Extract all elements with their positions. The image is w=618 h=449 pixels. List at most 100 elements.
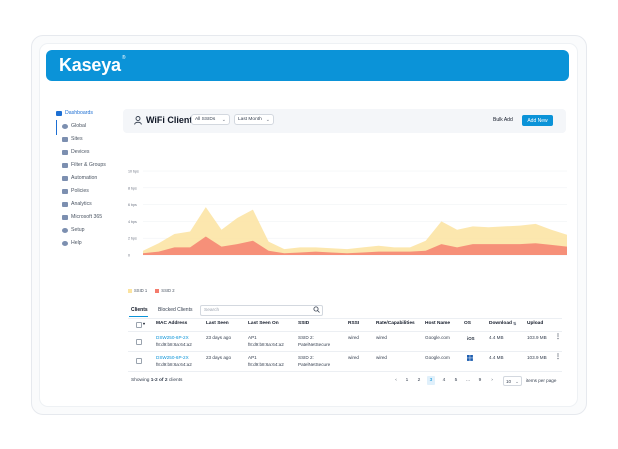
wifi-traffic-chart: 10 bps 8 bps 6 bps 4 bps 2 bps 0 — [128, 170, 567, 258]
building-icon — [62, 136, 68, 142]
mac-address-link[interactable]: DSW250-6P-2X — [156, 335, 189, 340]
y-tick-label: 4 bps — [128, 220, 137, 224]
download-value: 4.4 MB — [489, 335, 504, 340]
col-rssi[interactable]: RSSI — [348, 321, 360, 326]
col-mac-address[interactable]: MAC Address — [156, 321, 188, 326]
page-header: WiFi Clients All SSIDs ⌄ Last Month ⌄ Bulk… — [123, 109, 566, 133]
ssid-name: PatelNetSecure — [298, 362, 331, 367]
sidebar-item-devices[interactable]: Devices — [62, 147, 89, 157]
sidebar-item-microsoft-365[interactable]: Microsoft 365 — [62, 212, 102, 222]
mac-address: f8:d9:b8:6a:64:a2 — [156, 342, 192, 347]
legend-item-ssid-1[interactable]: SSID 1 — [128, 288, 147, 293]
rssi-value: wired — [348, 355, 359, 360]
prev-page-icon[interactable]: ‹ — [395, 378, 397, 383]
more-icon[interactable]: ⋮ — [555, 334, 561, 340]
page-3[interactable]: 3 — [427, 376, 435, 385]
legend-item-ssid-2[interactable]: SSID 2 — [155, 288, 175, 293]
devices-icon — [62, 149, 68, 155]
rate-value: wired — [376, 335, 387, 340]
last-seen: 23 days ago — [206, 355, 232, 360]
more-icon[interactable]: ⋮ — [555, 354, 561, 360]
page-2[interactable]: 2 — [417, 378, 421, 383]
ssid-label: SSID 2: — [298, 355, 314, 360]
sidebar-item-help[interactable]: Help — [62, 238, 82, 248]
legend-swatch — [128, 288, 132, 293]
sidebar-item-sites[interactable]: Sites — [62, 134, 83, 144]
sidebar-item-dashboards[interactable]: Dashboards — [56, 108, 93, 118]
rssi-value: wired — [348, 335, 359, 340]
col-last-seen[interactable]: Last Seen — [206, 321, 229, 326]
sidebar-item-analytics[interactable]: Analytics — [62, 199, 92, 209]
sidebar-item-filter-groups[interactable]: Filter & Groups — [62, 160, 106, 170]
sidebar-item-global[interactable]: Global — [62, 121, 86, 131]
col-upload[interactable]: Upload — [527, 321, 544, 326]
grid-icon — [56, 110, 62, 116]
policies-icon — [62, 188, 68, 194]
col-last-seen-on[interactable]: Last Seen On — [248, 321, 279, 326]
sort-icon[interactable]: ⇅ — [513, 321, 517, 326]
per-page-label: items per page — [526, 378, 557, 383]
last-seen-on-ap: AP1 — [248, 355, 257, 360]
results-summary: Showing 1-2 of 2 clients — [131, 378, 183, 383]
y-tick-label: 8 bps — [128, 186, 137, 190]
chevron-down-icon: ⌄ — [515, 379, 519, 384]
y-tick-label: 0 — [128, 254, 130, 258]
col-os[interactable]: OS — [464, 321, 471, 326]
ssid-filter-dropdown[interactable]: All SSIDs ⌄ — [191, 114, 230, 125]
brand-bar: Kaseya® — [46, 50, 569, 81]
page-5[interactable]: 5 — [454, 378, 458, 383]
host-name: Google.com — [425, 355, 450, 360]
upload-value: 103.9 MB — [527, 355, 547, 360]
period-filter-dropdown[interactable]: Last Month ⌄ — [234, 114, 274, 125]
chevron-down-icon: ⌄ — [265, 116, 270, 123]
row-divider — [128, 351, 562, 352]
tab-blocked-clients[interactable]: Blocked Clients — [158, 307, 193, 313]
search-input[interactable]: Search — [200, 305, 323, 316]
chart-legend: SSID 1 SSID 2 — [128, 288, 175, 293]
row-checkbox[interactable] — [136, 358, 142, 364]
last-seen-on-mac: f8:d9:b8:6a:64:a2 — [248, 342, 284, 347]
user-icon — [134, 116, 142, 125]
select-all-checkbox[interactable] — [136, 322, 142, 328]
last-seen: 23 days ago — [206, 335, 232, 340]
col-host-name[interactable]: Host Name — [425, 321, 451, 326]
legend-swatch — [155, 288, 160, 293]
help-icon — [62, 240, 68, 246]
mac-address-link[interactable]: DSW250-6P-2X — [156, 355, 189, 360]
add-new-button[interactable]: Add New — [522, 115, 553, 126]
table-top-divider — [128, 318, 562, 319]
last-seen-on-mac: f8:d9:b8:6a:64:a2 — [248, 362, 284, 367]
y-tick-label: 6 bps — [128, 203, 137, 207]
next-page-icon[interactable]: › — [491, 378, 493, 383]
kaseya-logo[interactable]: Kaseya® — [59, 55, 126, 75]
rate-value: wired — [376, 355, 387, 360]
sidebar-item-setup[interactable]: Setup — [62, 225, 85, 235]
sidebar-item-policies[interactable]: Policies — [62, 186, 89, 196]
col-download[interactable]: Download — [489, 321, 512, 326]
page-title: WiFi Clients — [146, 115, 198, 125]
windows-icon — [467, 355, 473, 361]
mac-address: f8:d9:b8:6a:64:a2 — [156, 362, 192, 367]
app-window — [40, 44, 577, 406]
search-icon[interactable] — [313, 306, 320, 313]
ssid-label: SSID 2: — [298, 335, 314, 340]
page-ellipsis: ... — [466, 378, 470, 383]
bulk-add-button[interactable]: Bulk Add — [493, 117, 513, 123]
filter-icon — [62, 162, 68, 168]
per-page-select[interactable]: 10 ⌄ — [503, 376, 522, 386]
host-name: Google.com — [425, 335, 450, 340]
row-divider — [128, 371, 562, 372]
page-4[interactable]: 4 — [442, 378, 446, 383]
series-area-ssid-2[interactable] — [143, 236, 567, 256]
col-rate-capabilities[interactable]: Rate/Capabilities — [376, 321, 415, 326]
chevron-down-icon: ⌄ — [221, 116, 226, 123]
col-ssid[interactable]: SSID — [298, 321, 310, 326]
tab-clients[interactable]: Clients — [131, 307, 148, 313]
apple-ios-icon: iOS — [467, 336, 475, 341]
sort-caret-icon[interactable]: ▾ — [143, 321, 146, 326]
row-checkbox[interactable] — [136, 339, 142, 345]
page-1[interactable]: 1 — [405, 378, 409, 383]
page-9[interactable]: 9 — [478, 378, 482, 383]
globe-icon — [62, 123, 68, 129]
sidebar-item-automation[interactable]: Automation — [62, 173, 97, 183]
